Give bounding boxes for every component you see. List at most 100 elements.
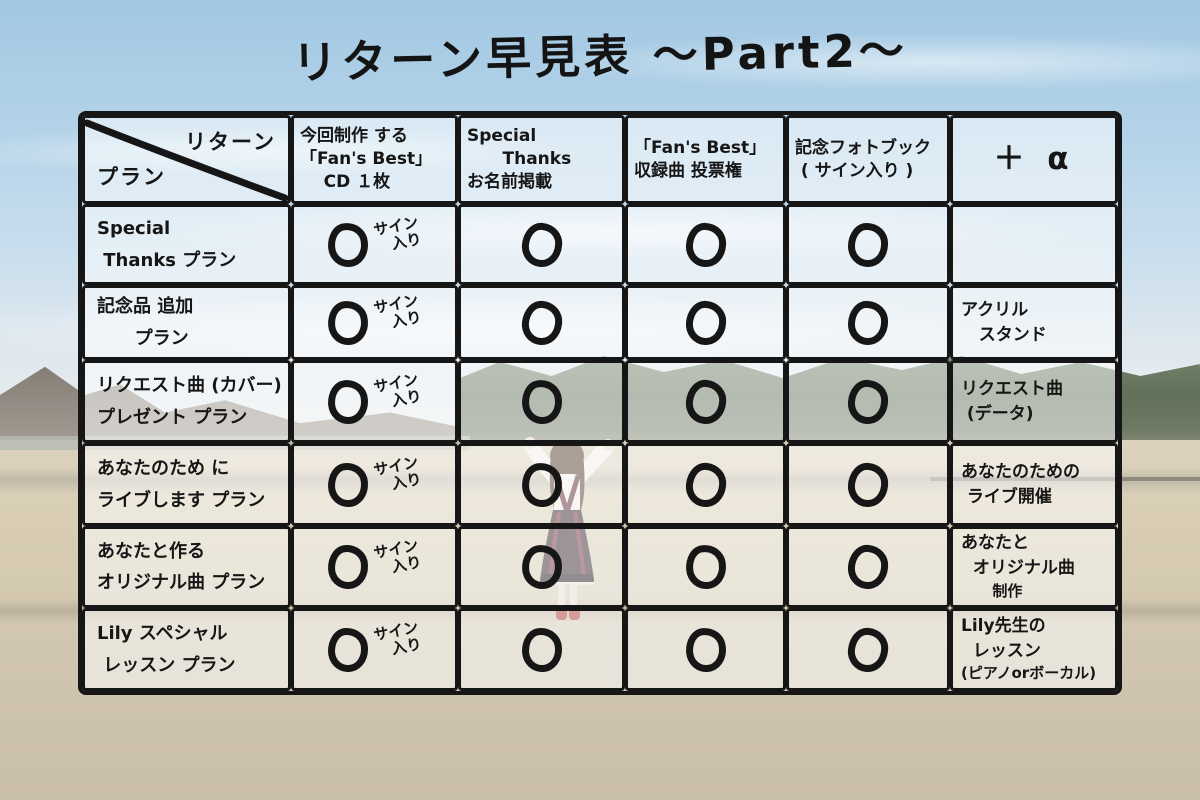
alpha-cell: アクリル スタンド [950, 285, 1118, 360]
thanks-mark-cell [458, 360, 625, 443]
photobook-mark-cell [786, 285, 950, 360]
circle-mark [519, 377, 564, 426]
header-cd: 今回制作 する 「Fan's Best」 CD １枚 [291, 115, 458, 204]
alpha-line: オリジナル曲 [961, 558, 1075, 579]
cd-mark-cell: サイン 入り [291, 285, 458, 360]
circle-mark [847, 299, 889, 346]
cd-mark-cell: サイン 入り [291, 526, 458, 608]
cd-mark-cell: サイン 入り [291, 443, 458, 526]
plan-line: Thanks プラン [97, 249, 237, 271]
plan-cell: あなたのため にライブします プラン [82, 443, 291, 526]
plan-cell: リクエスト曲 (カバー) プレゼント プラン [82, 360, 291, 443]
alpha-cell: Lily先生の レッスン (ピアノorボーカル) [950, 608, 1118, 691]
plan-line: 記念品 追加 [97, 296, 194, 317]
thanks-mark-cell [458, 285, 625, 360]
circle-mark [845, 625, 891, 674]
circle-mark [846, 461, 890, 508]
circle-mark [846, 543, 890, 591]
plan-line: リクエスト曲 (カバー) [97, 375, 282, 396]
corner-cell: リターン プラン [82, 115, 291, 204]
plan-line: プラン [97, 327, 189, 349]
signed-note: サイン 入り [372, 291, 424, 331]
header-line: 今回制作 する [300, 126, 408, 147]
plan-cell: Special Thanks プラン [82, 204, 291, 285]
alpha-cell [950, 204, 1118, 285]
alpha-line: あなたと [961, 533, 1029, 554]
circle-mark [328, 627, 369, 672]
thanks-mark-cell [458, 204, 625, 285]
alpha-line: リクエスト曲 [961, 378, 1063, 399]
plan-line: レッスン プラン [97, 654, 236, 676]
circle-mark [519, 460, 564, 509]
plan-line: あなたと作る [97, 540, 205, 562]
plan-cell: 記念品 追加 プラン [82, 285, 291, 360]
circle-mark [327, 544, 370, 590]
vote-mark-cell [625, 526, 786, 608]
header-line: 記念フォトブック [795, 137, 931, 158]
photobook-mark-cell [786, 443, 950, 526]
circle-mark [520, 626, 563, 673]
header-line: 収録曲 投票権 [634, 160, 742, 181]
signed-note: サイン 入り [372, 453, 424, 493]
circle-mark [327, 461, 370, 508]
header-special-thanks: Special Thanks お名前掲載 [458, 115, 625, 204]
header-line: 「Fan's Best」 [300, 149, 433, 170]
alpha-line: レッスン [961, 640, 1041, 661]
plan-cell: Lily スペシャル レッスン プラン [82, 608, 291, 691]
thanks-mark-cell [458, 526, 625, 608]
photobook-mark-cell [786, 526, 950, 608]
header-line: Special [467, 126, 537, 147]
header-vote: 「Fan's Best」 収録曲 投票権 [625, 115, 786, 204]
circle-mark [683, 460, 728, 509]
circle-mark [519, 220, 564, 269]
circle-mark [847, 222, 889, 267]
vote-mark-cell [625, 360, 786, 443]
alpha-line: Lily先生の [961, 615, 1046, 636]
plan-line: Lily スペシャル [97, 623, 228, 644]
vote-mark-cell [625, 285, 786, 360]
header-line: CD １枚 [300, 171, 391, 192]
circle-mark [684, 299, 727, 346]
alpha-cell: リクエスト曲 (データ) [950, 360, 1118, 443]
circle-mark [519, 298, 564, 347]
alpha-line: スタンド [961, 324, 1047, 345]
header-line: Thanks [467, 149, 572, 170]
returns-table: リターン プラン 今回制作 する 「Fan's Best」 CD １枚 Spec… [78, 111, 1122, 695]
alpha-line: 制作 [961, 581, 1023, 600]
header-line: ＋ α [993, 140, 1075, 177]
alpha-line: アクリル [961, 299, 1029, 320]
alpha-line: (ピアノorボーカル) [961, 664, 1097, 683]
corner-label-plan: プラン [97, 165, 166, 189]
plan-line: ライブします プラン [97, 489, 266, 511]
thanks-mark-cell [458, 608, 625, 691]
signed-note: サイン 入り [372, 535, 424, 576]
vote-mark-cell [625, 204, 786, 285]
header-line: お名前掲載 [467, 171, 552, 192]
signed-note: サイン 入り [372, 618, 424, 658]
header-plus-alpha: ＋ α [950, 115, 1118, 204]
plan-line: あなたのため に [97, 458, 230, 479]
vote-mark-cell [625, 443, 786, 526]
alpha-line: あなたのための [961, 461, 1080, 482]
circle-mark [846, 378, 890, 425]
corner-label-return: リターン [185, 130, 276, 154]
plan-cell: あなたと作るオリジナル曲 プラン [82, 526, 291, 608]
alpha-cell: あなたと オリジナル曲 制作 [950, 526, 1118, 608]
cd-mark-cell: サイン 入り [291, 204, 458, 285]
circle-mark [683, 377, 728, 426]
circle-mark [684, 221, 727, 268]
alpha-line: ライブ開催 [961, 486, 1052, 507]
thanks-mark-cell [458, 443, 625, 526]
diagonal-line [85, 119, 288, 201]
cd-mark-cell: サイン 入り [291, 360, 458, 443]
photobook-mark-cell [786, 204, 950, 285]
circle-mark [326, 220, 371, 269]
plan-line: プレゼント プラン [97, 406, 248, 428]
alpha-line: (データ) [961, 403, 1034, 424]
circle-mark [683, 625, 728, 674]
header-line: ( サイン入り ) [795, 160, 914, 181]
plan-line: オリジナル曲 プラン [97, 572, 266, 593]
circle-mark [326, 298, 371, 347]
header-line: 「Fan's Best」 [634, 137, 767, 158]
